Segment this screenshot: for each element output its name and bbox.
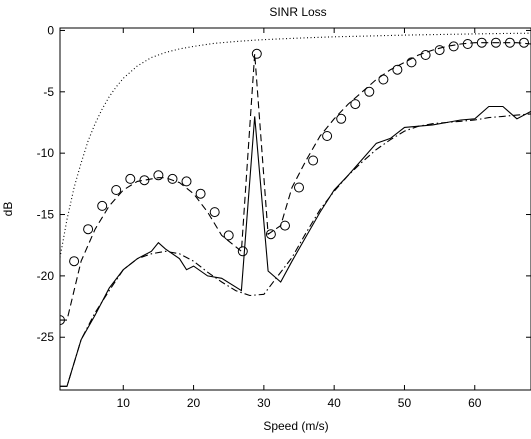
y-axis-label: dB: [1, 202, 15, 217]
circle-marker: [504, 37, 515, 48]
circle-marker: [237, 246, 248, 257]
circle-marker: [167, 173, 178, 184]
series-dotted-line: [60, 32, 531, 258]
x-tick-label: 30: [257, 396, 271, 410]
circle-marker: [139, 175, 150, 186]
circle-marker: [97, 200, 108, 211]
circle-marker: [378, 74, 389, 85]
x-tick-label: 60: [468, 396, 482, 410]
circle-marker: [336, 113, 347, 124]
x-tick-label: 10: [117, 396, 131, 410]
circle-marker: [364, 86, 375, 97]
circle-marker: [420, 50, 431, 60]
plot-area-frame: [59, 27, 531, 391]
y-tick-label: 0: [47, 23, 54, 37]
circle-marker: [111, 185, 122, 195]
series-solid-line: [60, 105, 531, 387]
circle-marker: [209, 207, 220, 218]
circle-marker: [462, 39, 473, 49]
circle-marker: [476, 37, 487, 48]
circle-marker: [251, 48, 262, 59]
circle-marker: [308, 155, 319, 166]
x-axis: 10 20 30 40 50 60: [117, 28, 482, 410]
circle-marker: [448, 41, 459, 52]
y-tick-label: -20: [37, 269, 55, 283]
y-tick-label: -25: [37, 330, 55, 344]
x-tick-label: 40: [327, 396, 341, 410]
circle-marker: [83, 224, 94, 235]
circle-marker: [406, 57, 417, 68]
y-axis: 0 -5 -10 -15 -20 -25: [37, 23, 531, 344]
circle-marker: [223, 230, 234, 241]
circle-marker: [181, 176, 192, 187]
circle-marker: [434, 45, 445, 56]
x-axis-label: Speed (m/s): [263, 419, 328, 433]
circle-marker: [60, 315, 65, 326]
circle-marker: [280, 220, 290, 231]
circle-marker: [265, 229, 276, 240]
series-dashed-line: [60, 42, 531, 321]
circle-marker: [350, 99, 361, 110]
plot-content: [60, 32, 531, 387]
circle-marker: [490, 37, 501, 48]
x-tick-label: 50: [398, 396, 412, 410]
series-dashdot-line: [60, 113, 531, 387]
y-tick-label: -15: [37, 208, 55, 222]
circle-marker: [519, 37, 529, 48]
circle-marker: [153, 170, 164, 181]
y-tick-label: -10: [37, 146, 55, 160]
y-tick-label: -5: [43, 85, 54, 99]
circle-marker: [125, 173, 136, 184]
chart-title: SINR Loss: [269, 5, 326, 19]
circle-marker: [69, 256, 80, 267]
circle-marker: [294, 182, 304, 193]
x-tick-label: 20: [187, 396, 201, 410]
circle-marker: [392, 64, 403, 75]
circle-marker: [322, 131, 333, 141]
circle-marker: [195, 188, 206, 199]
